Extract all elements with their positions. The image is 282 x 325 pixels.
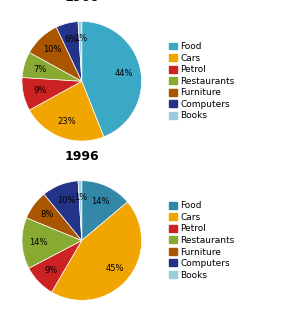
Wedge shape [78,21,82,81]
Text: 44%: 44% [115,69,133,78]
Wedge shape [78,181,82,240]
Text: 6%: 6% [64,35,78,44]
Wedge shape [22,218,82,268]
Wedge shape [22,52,82,81]
Text: 7%: 7% [34,65,47,74]
Wedge shape [29,81,104,141]
Text: 23%: 23% [58,117,76,126]
Legend: Food, Cars, Petrol, Restaurants, Furniture, Computers, Books: Food, Cars, Petrol, Restaurants, Furnitu… [169,202,235,280]
Text: 10%: 10% [43,46,61,54]
Wedge shape [27,194,82,240]
Text: 1%: 1% [74,193,87,202]
Title: 1966: 1966 [65,0,99,4]
Text: 14%: 14% [30,238,48,247]
Title: 1996: 1996 [65,150,99,163]
Text: 9%: 9% [33,86,46,95]
Text: 10%: 10% [57,196,75,205]
Legend: Food, Cars, Petrol, Restaurants, Furniture, Computers, Books: Food, Cars, Petrol, Restaurants, Furnitu… [169,42,235,120]
Wedge shape [82,181,127,240]
Wedge shape [82,21,142,137]
Wedge shape [52,202,142,300]
Wedge shape [29,240,82,292]
Text: 1%: 1% [74,34,87,43]
Text: 8%: 8% [41,210,54,219]
Wedge shape [44,181,82,240]
Wedge shape [56,21,82,81]
Wedge shape [29,27,82,81]
Text: 14%: 14% [91,197,109,206]
Wedge shape [22,77,82,110]
Text: 45%: 45% [105,264,124,273]
Text: 9%: 9% [44,266,57,275]
